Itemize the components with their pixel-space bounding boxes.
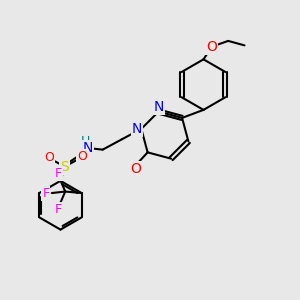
Text: N: N (132, 122, 142, 136)
Text: H: H (81, 135, 90, 148)
Text: N: N (153, 100, 164, 114)
Text: O: O (44, 151, 54, 164)
Text: O: O (206, 40, 217, 54)
Text: S: S (61, 160, 69, 174)
Text: F: F (55, 167, 62, 180)
Text: O: O (130, 162, 141, 176)
Text: O: O (77, 150, 87, 163)
Text: F: F (42, 187, 50, 200)
Text: F: F (55, 203, 62, 216)
Text: N: N (82, 141, 93, 155)
